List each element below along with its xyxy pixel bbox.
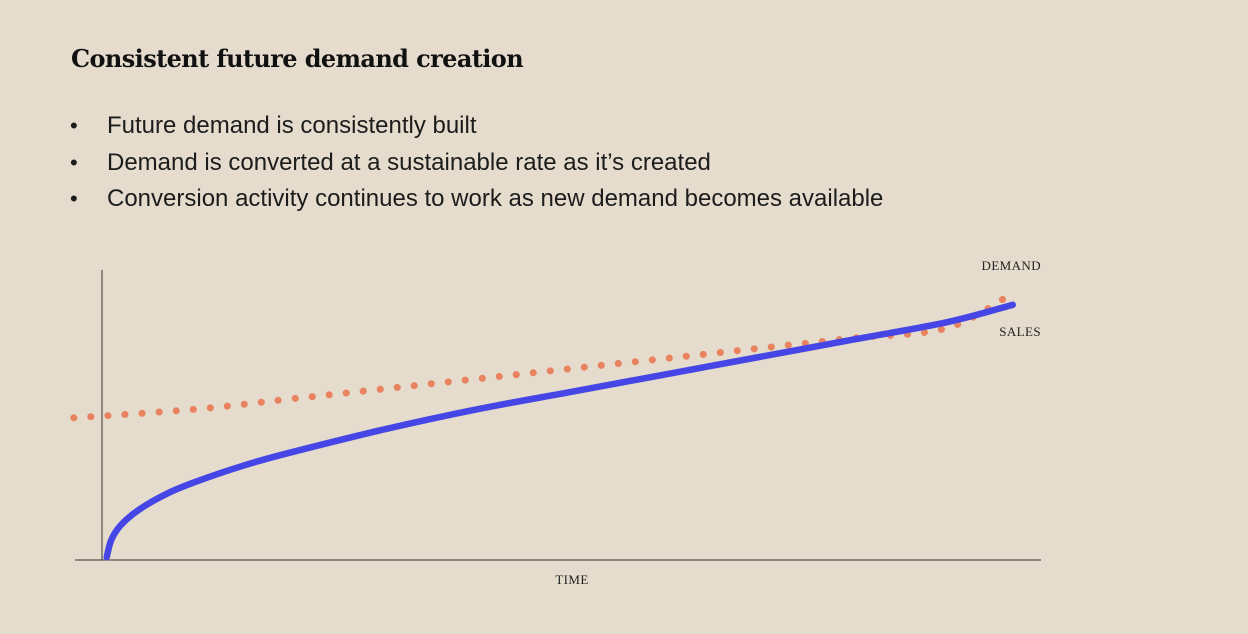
- slide-title: Consistent future demand creation: [71, 44, 524, 73]
- bullet-item: • Demand is converted at a sustainable ra…: [70, 145, 883, 182]
- bullet-text: Future demand is consistently built: [107, 112, 477, 139]
- bullet-text: Demand is converted at a sustainable rat…: [107, 148, 711, 176]
- bullet-list: • Future demand is consistently built • De…: [70, 108, 883, 218]
- bullet-item: • Future demand is consistently built: [70, 108, 883, 145]
- series-label-sales: SALES: [999, 324, 1041, 339]
- bullet-icon: •: [70, 149, 78, 175]
- series-line-sales: [103, 301, 1017, 561]
- bullet-icon: •: [70, 113, 78, 138]
- x-axis-label: TIME: [555, 572, 588, 587]
- bullet-item: • Conversion activity continues to work a…: [70, 181, 883, 218]
- series-label-demand: DEMAND: [982, 258, 1041, 273]
- bullet-icon: •: [70, 186, 78, 211]
- bullet-text: Conversion activity continues to work as…: [107, 185, 884, 212]
